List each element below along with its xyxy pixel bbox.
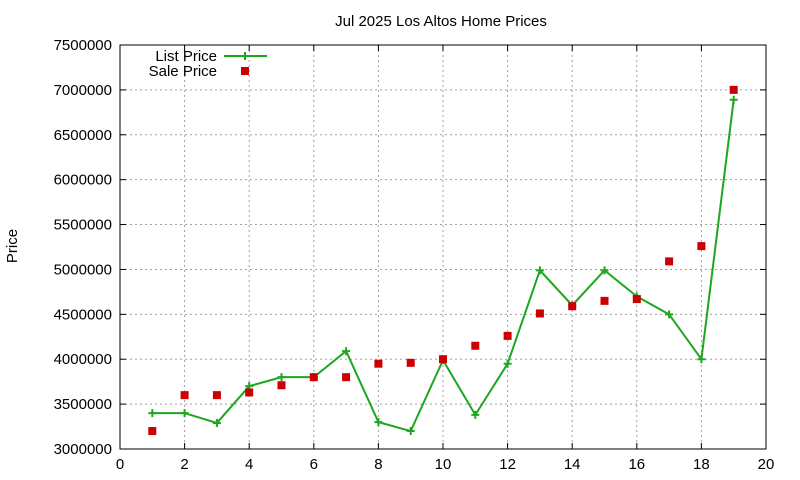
x-tick-label: 18	[693, 456, 710, 473]
legend-label-list-price: List Price	[155, 48, 217, 65]
list-price-point	[374, 418, 383, 427]
legend-label-sale-price: Sale Price	[149, 63, 217, 80]
sale-price-point	[180, 391, 189, 400]
sale-price-point	[342, 373, 351, 382]
list-price-point	[665, 310, 674, 319]
sale-price-point	[729, 85, 738, 94]
y-tick-label: 6500000	[54, 127, 112, 144]
sale-price-point	[503, 331, 512, 340]
sale-price-point	[600, 296, 609, 305]
x-tick-label: 6	[310, 456, 318, 473]
sale-price-point	[697, 242, 706, 251]
list-price-point	[180, 409, 189, 418]
x-tick-label: 14	[564, 456, 581, 473]
y-tick-label: 6000000	[54, 172, 112, 189]
x-tick-label: 0	[116, 456, 124, 473]
axis-ticks: 0 2 4 6 8 10 12 14 16 18 20 3000000 3500000 4000000 45…	[54, 37, 775, 473]
x-tick-label: 10	[435, 456, 452, 473]
list-price-point	[503, 359, 512, 368]
sale-price-point	[374, 359, 383, 368]
sale-price-point	[665, 257, 674, 266]
x-tick-label: 2	[180, 456, 188, 473]
grid-lines	[120, 45, 766, 449]
x-tick-label: 20	[758, 456, 775, 473]
sale-price-point	[535, 309, 544, 318]
list-price-point	[535, 266, 544, 275]
list-price-point	[212, 418, 221, 427]
list-price-point	[277, 373, 286, 382]
sale-price-point	[406, 358, 415, 367]
sale-price-point	[309, 373, 318, 382]
sale-price-series	[148, 85, 738, 436]
list-price-point	[471, 410, 480, 419]
y-tick-label: 5000000	[54, 261, 112, 278]
legend-marker-sale-price	[241, 67, 249, 75]
y-tick-label: 7000000	[54, 82, 112, 99]
x-tick-label: 16	[628, 456, 645, 473]
list-price-point	[148, 409, 157, 418]
sale-price-point	[568, 302, 577, 311]
y-tick-label: 4500000	[54, 306, 112, 323]
x-tick-label: 8	[374, 456, 382, 473]
y-tick-label: 7500000	[54, 37, 112, 54]
sale-price-point	[632, 295, 641, 304]
y-axis-label: Price	[4, 229, 21, 263]
sale-price-point	[212, 391, 221, 400]
sale-price-point	[471, 341, 480, 350]
y-tick-label: 3000000	[54, 441, 112, 458]
list-price-point	[406, 427, 415, 436]
x-tick-label: 12	[499, 456, 516, 473]
y-tick-label: 4000000	[54, 351, 112, 368]
sale-price-point	[439, 355, 447, 364]
list-price-point	[342, 347, 351, 356]
list-price-point	[600, 266, 609, 275]
legend-marker-list-price	[241, 52, 249, 60]
sale-price-point	[148, 427, 157, 436]
sale-price-point	[277, 381, 286, 390]
y-tick-label: 5500000	[54, 217, 112, 234]
plot-frame	[119, 44, 767, 450]
x-tick-label: 4	[245, 456, 253, 473]
y-tick-label: 3500000	[54, 396, 112, 413]
list-price-point	[729, 95, 738, 104]
chart-title: Jul 2025 Los Altos Home Prices	[335, 13, 547, 30]
sale-price-point	[245, 388, 254, 397]
list-price-point	[697, 355, 706, 364]
